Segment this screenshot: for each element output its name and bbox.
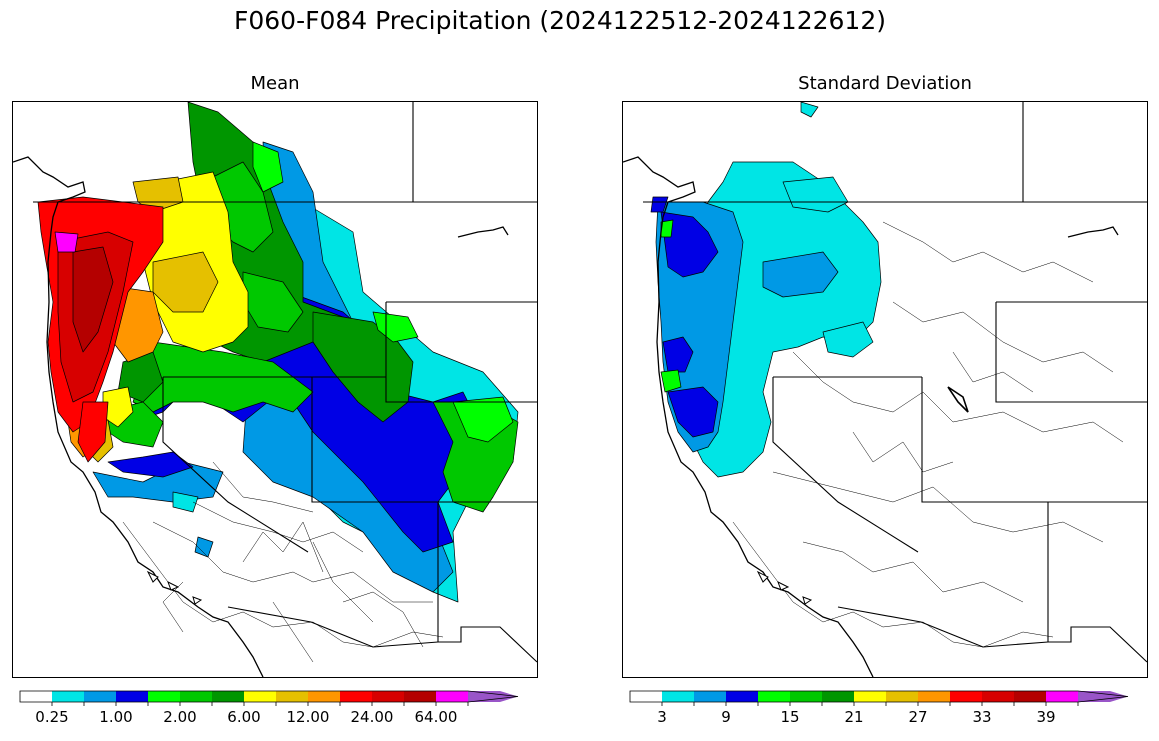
stddev-colorbar-swatch — [950, 691, 982, 702]
stddev-colorbar-swatch — [694, 691, 726, 702]
stddev-colorbar-outline — [629, 690, 1129, 703]
mean-colorbar-swatch — [308, 691, 340, 702]
stddev-colorbar-swatch — [662, 691, 694, 702]
stddev-colorbar-swatch — [630, 691, 662, 702]
stddev-colorbar-label: 9 — [721, 708, 731, 726]
mean-map[interactable] — [12, 101, 538, 678]
mean-colorbar-swatch — [468, 691, 518, 702]
stddev-colorbar-swatch — [1014, 691, 1046, 702]
mean-panel-title: Mean — [250, 73, 300, 94]
stddev-panel-title: Standard Deviation — [798, 73, 972, 94]
stddev-colorbar-swatch — [918, 691, 950, 702]
stddev-colorbar-swatch — [822, 691, 854, 702]
stddev-colorbar-label: 33 — [972, 708, 991, 726]
mean-colorbar-swatch — [340, 691, 372, 702]
mean-colorbar: 0.25 1.00 2.00 6.00 12.00 24.00 64.00 — [14, 688, 554, 736]
stddev-colorbar-label: 3 — [657, 708, 667, 726]
stddev-colorbar-swatch — [1078, 691, 1128, 702]
stddev-colorbar-label: 39 — [1036, 708, 1055, 726]
mean-colorbar-outline — [19, 690, 519, 703]
stddev-colorbar: 3 9 15 21 27 33 39 — [624, 688, 1159, 736]
mean-colorbar-swatch — [212, 691, 244, 702]
mean-colorbar-swatch — [148, 691, 180, 702]
mean-colorbar-label: 2.00 — [163, 708, 196, 726]
mean-colorbar-swatch — [404, 691, 436, 702]
mean-colorbar-swatch — [84, 691, 116, 702]
mean-colorbar-label: 6.00 — [227, 708, 260, 726]
mean-colorbar-swatch — [20, 691, 52, 702]
mean-colorbar-swatch — [276, 691, 308, 702]
mean-colorbar-label: 64.00 — [415, 708, 458, 726]
mean-colorbar-label: 12.00 — [287, 708, 330, 726]
mean-colorbar-swatch — [244, 691, 276, 702]
figure-title: F060-F084 Precipitation (2024122512-2024… — [233, 6, 886, 35]
stddev-map[interactable] — [622, 101, 1148, 678]
stddev-colorbar-swatch — [982, 691, 1014, 702]
mean-colorbar-label: 24.00 — [351, 708, 394, 726]
stddev-colorbar-swatch — [1046, 691, 1078, 702]
stddev-colorbar-swatch — [854, 691, 886, 702]
mean-colorbar-swatch — [52, 691, 84, 702]
mean-colorbar-swatch — [436, 691, 468, 702]
stddev-colorbar-label: 27 — [908, 708, 927, 726]
mean-colorbar-label: 1.00 — [99, 708, 132, 726]
mean-colorbar-swatch — [372, 691, 404, 702]
stddev-colorbar-swatch — [886, 691, 918, 702]
stddev-colorbar-label: 21 — [844, 708, 863, 726]
stddev-colorbar-swatch — [726, 691, 758, 702]
stddev-colorbar-label: 15 — [780, 708, 799, 726]
mean-colorbar-swatch — [180, 691, 212, 702]
mean-colorbar-swatch — [116, 691, 148, 702]
stddev-colorbar-swatch — [790, 691, 822, 702]
stddev-colorbar-swatch — [758, 691, 790, 702]
mean-colorbar-label: 0.25 — [35, 708, 68, 726]
